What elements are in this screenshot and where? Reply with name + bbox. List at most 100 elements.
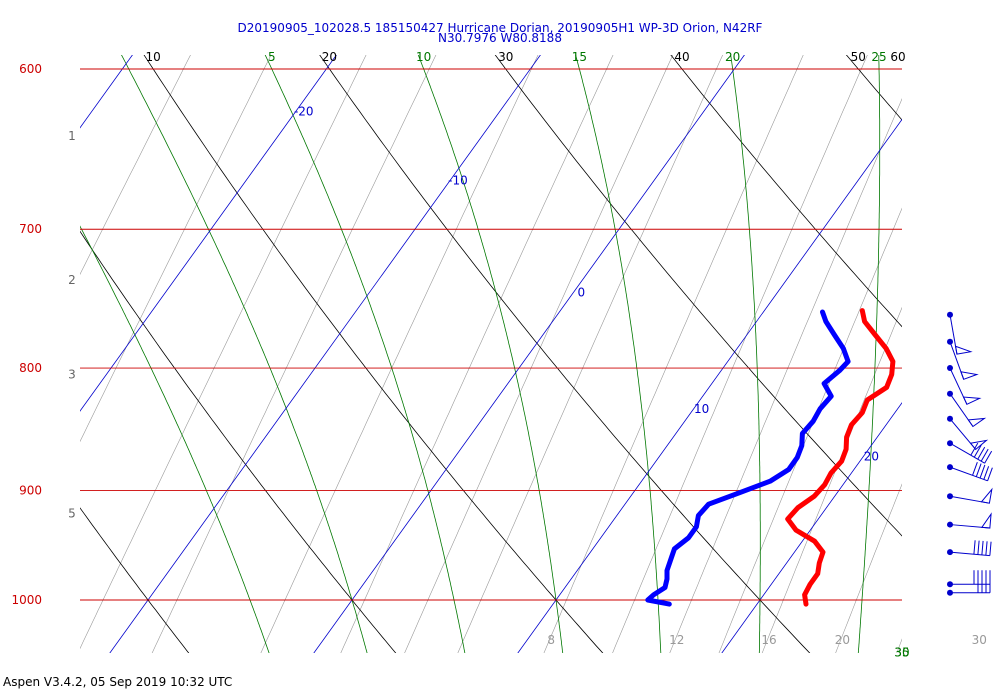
mixing-ratio-line — [612, 55, 868, 653]
footer-version: Aspen V3.4.2, 05 Sep 2019 10:32 UTC — [3, 675, 233, 689]
wind-barb — [947, 415, 989, 451]
wind-barb-shaft — [949, 442, 985, 464]
wind-barb-feather — [973, 540, 976, 555]
dry-adiabat-line — [971, 0, 1000, 661]
mixing-ratio-line — [340, 55, 614, 653]
wind-barb — [947, 311, 973, 355]
axis-labels: 60070080090010001235-20-1001020304010203… — [11, 50, 987, 660]
mixing-ratio-line — [543, 55, 804, 653]
wind-barb-feather — [981, 540, 984, 555]
temperature-curve — [785, 308, 896, 607]
moist-adiabat-line — [417, 55, 564, 653]
pressure-tick-label: 1000 — [11, 593, 42, 607]
wind-barb-feather — [983, 466, 990, 480]
isotherm-line — [80, 55, 133, 129]
dewpoint-curve — [645, 309, 851, 607]
pressure-tick-label: 700 — [19, 222, 42, 236]
moist-adiabat-line — [575, 55, 662, 653]
moist-adiabat-label: 15 — [572, 50, 587, 64]
dry-adiabat-line — [80, 230, 397, 653]
wind-barb-feather — [980, 448, 989, 462]
isotherm-label: 10 — [694, 402, 709, 416]
isotherm-line — [80, 55, 337, 412]
mixing-ratio-line — [718, 207, 902, 653]
moist-adiabat-label: 5 — [268, 50, 276, 64]
dry-adiabat-label: 40 — [674, 50, 689, 64]
dry-adiabat-label: 30 — [498, 50, 513, 64]
wind-barb-feather — [989, 541, 992, 556]
wind-barb-feather — [987, 467, 993, 481]
isotherm-line — [109, 55, 541, 653]
wind-barb — [947, 578, 991, 596]
wind-barb-feather — [984, 450, 993, 464]
wind-barb — [947, 461, 993, 482]
wind-barb — [947, 390, 987, 428]
wind-barb — [947, 365, 982, 405]
isotherm-line — [313, 55, 745, 653]
mixing-ratio-line — [80, 55, 367, 650]
dry-adiabat-line — [143, 55, 604, 653]
mixing-ratio-label: 30 — [972, 633, 987, 647]
mixing-ratio-line — [896, 638, 902, 653]
wind-barb-flag — [980, 512, 992, 529]
height-tick-label: 2 — [68, 273, 76, 287]
mixing-ratio-line — [457, 55, 724, 653]
wind-barb-flag — [954, 345, 973, 355]
wind-barb — [947, 338, 979, 380]
wind-barb-feather — [972, 461, 978, 476]
mixing-ratio-line — [0, 0, 100, 661]
mixing-ratio-line — [992, 0, 1000, 661]
moist-adiabat-label: 30 — [894, 646, 909, 660]
isotherm-label: -10 — [448, 174, 468, 188]
dry-adiabat-label: 20 — [322, 50, 337, 64]
wind-barb-feather — [973, 444, 982, 458]
mixing-ratio-label: 16 — [761, 633, 776, 647]
moist-adiabat-label: 10 — [416, 50, 431, 64]
dry-adiabat-label: 60 — [890, 50, 905, 64]
moist-adiabat-line — [957, 0, 1000, 661]
moist-adiabat-line — [121, 55, 368, 653]
wind-barb — [947, 487, 993, 504]
wind-barb-flag — [969, 439, 989, 451]
wind-barbs — [947, 311, 993, 596]
pressure-tick-label: 900 — [19, 483, 42, 497]
moist-adiabat-line — [730, 55, 761, 653]
mixing-ratio-line — [669, 98, 902, 653]
wind-barb-feather — [985, 541, 988, 556]
height-tick-label: 5 — [68, 506, 76, 520]
chart-title: D20190905_102028.5 185150427 Hurricane D… — [237, 21, 763, 35]
grid-lines — [0, 0, 1000, 661]
mixing-ratio-line — [80, 55, 272, 443]
wind-barb-feather — [970, 442, 979, 456]
mixing-ratio-line — [946, 0, 1000, 661]
isotherm-line — [721, 402, 902, 653]
mixing-ratio-line — [761, 306, 902, 653]
moist-adiabat-label: 25 — [871, 50, 886, 64]
mixing-ratio-label: 12 — [669, 633, 684, 647]
wind-barb — [947, 570, 991, 588]
mixing-ratio-label: 8 — [547, 633, 555, 647]
sounding-curves — [645, 308, 896, 607]
mixing-ratio-line — [835, 483, 902, 653]
isotherm-line — [517, 118, 902, 653]
moist-adiabat-line — [857, 55, 881, 653]
chart-subtitle: N30.7976 W80.8188 — [438, 31, 562, 45]
pressure-tick-label: 800 — [19, 361, 42, 375]
wind-barb-flag — [962, 396, 982, 405]
wind-barb-feather — [977, 540, 980, 555]
wind-barb-shaft — [949, 551, 990, 557]
isotherm-label: 0 — [578, 286, 586, 300]
mixing-ratio-line — [80, 55, 191, 275]
isotherm-label: 20 — [864, 449, 879, 463]
wind-barb — [947, 440, 993, 464]
pressure-tick-label: 600 — [19, 62, 42, 76]
dry-adiabat-label: 10 — [146, 50, 161, 64]
wind-barb-flag — [980, 487, 993, 504]
height-tick-label: 1 — [68, 129, 76, 143]
mixing-ratio-line — [151, 55, 437, 653]
moist-adiabat-label: 20 — [725, 50, 740, 64]
wind-barb — [947, 540, 992, 557]
isotherm-line — [920, 0, 1000, 661]
wind-barb-flag — [960, 371, 979, 380]
moist-adiabat-line — [264, 55, 466, 653]
